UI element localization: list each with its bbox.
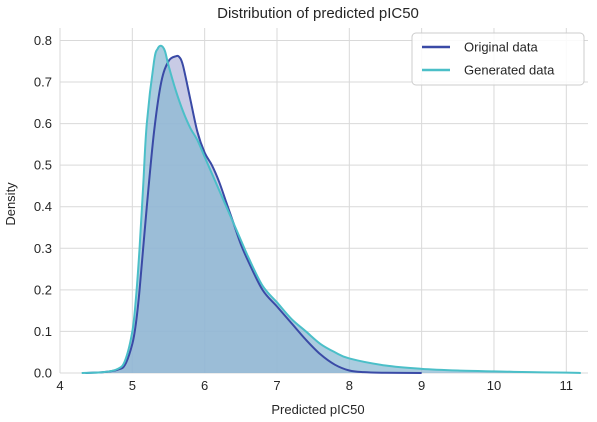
x-tick-label: 7 [273, 378, 280, 393]
y-tick-label: 0.0 [34, 366, 52, 381]
y-tick-label: 0.7 [34, 75, 52, 90]
density-lines [81, 44, 581, 374]
chart-title: Distribution of predicted pIC50 [217, 5, 419, 22]
y-tick-label: 0.1 [34, 324, 52, 339]
y-tick-label: 0.2 [34, 282, 52, 297]
y-tick-label: 0.6 [34, 116, 52, 131]
x-tick-label: 11 [560, 378, 574, 393]
y-tick-label: 0.8 [34, 33, 52, 48]
legend-box [411, 32, 585, 86]
x-tick-label: 5 [129, 378, 136, 393]
legend-label: Generated data [464, 63, 555, 78]
x-axis-label: Predicted pIC50 [271, 402, 364, 417]
x-axis-ticks: 4 5 6 7 8 9 10 11 [56, 378, 573, 393]
y-axis-ticks: 0.0 0.1 0.2 0.3 0.4 0.5 0.6 0.7 0.8 [34, 33, 52, 381]
x-tick-label: 8 [346, 378, 353, 393]
density-area-generated [81, 45, 581, 373]
x-tick-label: 4 [56, 378, 63, 393]
y-tick-label: 0.3 [34, 241, 52, 256]
x-tick-label: 6 [201, 378, 208, 393]
legend-label: Original data [464, 40, 538, 55]
x-tick-label: 10 [487, 378, 501, 393]
legend: Original data Generated data [411, 32, 585, 86]
x-tick-label: 9 [418, 378, 425, 393]
y-tick-label: 0.4 [34, 199, 52, 214]
density-line-generated [81, 44, 581, 374]
density-line-original [85, 54, 422, 374]
y-tick-label: 0.5 [34, 158, 52, 173]
density-fills [81, 45, 581, 373]
y-axis-label: Density [3, 182, 18, 226]
